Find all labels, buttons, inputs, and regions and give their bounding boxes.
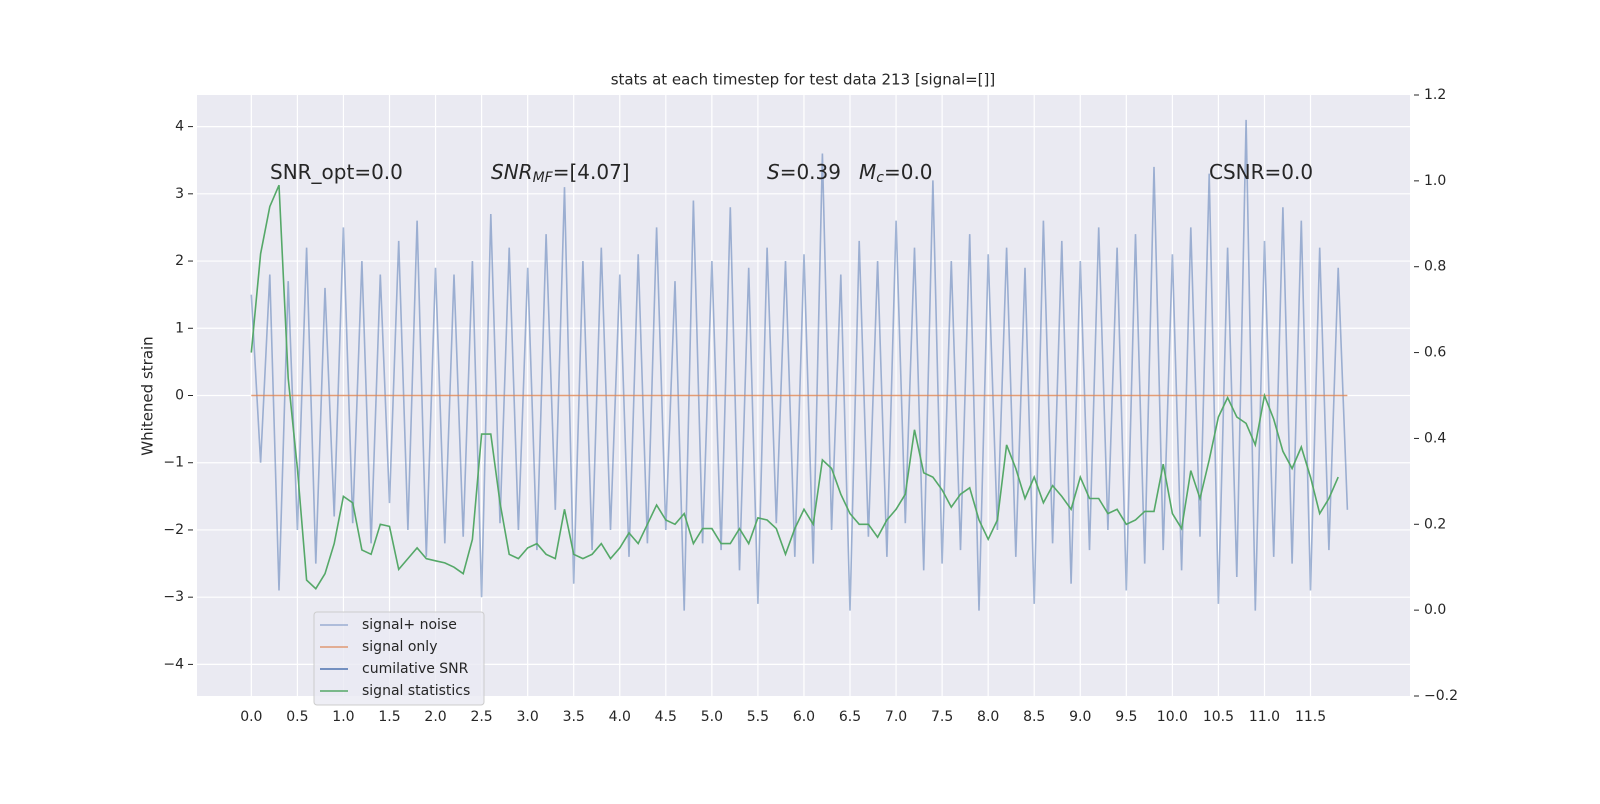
x-tick-label: 9.5 (1115, 709, 1137, 725)
x-tick-label: 2.5 (470, 709, 492, 725)
series-line (250, 119, 1349, 611)
legend: signal+ noise signal only cumilative SNR si… (313, 611, 485, 706)
annotation-part: M (859, 160, 876, 184)
annotation-part: =0.0 (884, 160, 933, 184)
annotation-part: =0.39 (780, 160, 841, 184)
x-tick-label: 11.0 (1249, 709, 1280, 725)
annotation-part: SNR_opt=0.0 (270, 160, 403, 184)
x-tick-label: 3.0 (517, 709, 539, 725)
x-tick-label: 6.5 (839, 709, 861, 725)
x-tick-label: 2.0 (424, 709, 446, 725)
annotations: SNR_opt=0.0 SNRMF=[4.07] S=0.39 Mc=0.0 CSNR=… (270, 160, 1313, 187)
x-tick-label: 1.0 (332, 709, 354, 725)
y-tick-label: −4 (163, 656, 184, 672)
annotation: SNRMF=[4.07] (491, 160, 630, 187)
annotation-part: S (767, 160, 780, 184)
y2-tick-label: 0.8 (1424, 259, 1446, 275)
x-tick-label: 11.5 (1295, 709, 1326, 725)
x-tick-label: 8.5 (1023, 709, 1045, 725)
legend-label: signal only (362, 639, 437, 655)
x-tick-label: 4.5 (655, 709, 677, 725)
x-tick-label: 6.0 (793, 709, 815, 725)
x-tick-label: 7.5 (931, 709, 953, 725)
legend-label: signal+ noise (362, 617, 457, 633)
x-tick-label: 4.0 (609, 709, 631, 725)
x-tick-label: 10.0 (1157, 709, 1188, 725)
y-tick-label: 3 (175, 186, 184, 202)
y2-tick-label: 0.0 (1424, 602, 1446, 618)
annotation: Mc=0.0 (859, 160, 933, 187)
y2-tick-label: 1.0 (1424, 173, 1446, 189)
x-tick-label: 7.0 (885, 709, 907, 725)
annotation-part: CSNR=0.0 (1209, 160, 1313, 184)
y2-tick-label: 0.4 (1424, 430, 1446, 446)
series-line (250, 184, 1339, 590)
x-tick-label: 8.0 (977, 709, 999, 725)
legend-label: cumilative SNR (362, 661, 469, 677)
annotation-part: =[4.07] (553, 160, 630, 184)
marks (250, 119, 1349, 611)
annotation-part: SNR (491, 160, 533, 184)
y-tick-label: 2 (175, 253, 184, 269)
x-tick-label: 9.0 (1069, 709, 1091, 725)
annotation: SNR_opt=0.0 (270, 160, 403, 184)
y2-tick-label: −0.2 (1424, 688, 1458, 704)
y-tick-label: −1 (163, 455, 184, 471)
y-tick-label: −3 (163, 589, 184, 605)
y-tick-label: 1 (175, 320, 184, 336)
annotation: CSNR=0.0 (1209, 160, 1313, 184)
chart-title: stats at each timestep for test data 213… (611, 71, 996, 89)
x-tick-label: 5.0 (701, 709, 723, 725)
legend-label: signal statistics (362, 683, 470, 699)
y-tick-label: −2 (163, 522, 184, 538)
y-tick-label: 0 (175, 388, 184, 404)
y2-tick-label: 0.6 (1424, 345, 1446, 361)
x-tick-label: 1.5 (378, 709, 400, 725)
x-tick-label: 10.5 (1203, 709, 1234, 725)
y-tick-label: 4 (175, 119, 184, 135)
y2-tick-label: 1.2 (1424, 87, 1446, 103)
x-tick-label: 3.5 (563, 709, 585, 725)
x-tick-label: 5.5 (747, 709, 769, 725)
x-tick-label: 0.0 (240, 709, 262, 725)
y-axis-label: Whitened strain (139, 336, 157, 455)
y2-tick-label: 0.2 (1424, 516, 1446, 532)
legend-box (313, 611, 485, 706)
annotation-part: MF (533, 170, 554, 186)
annotation: S=0.39 (767, 160, 841, 184)
annotation-part: c (876, 170, 884, 186)
x-tick-label: 0.5 (286, 709, 308, 725)
